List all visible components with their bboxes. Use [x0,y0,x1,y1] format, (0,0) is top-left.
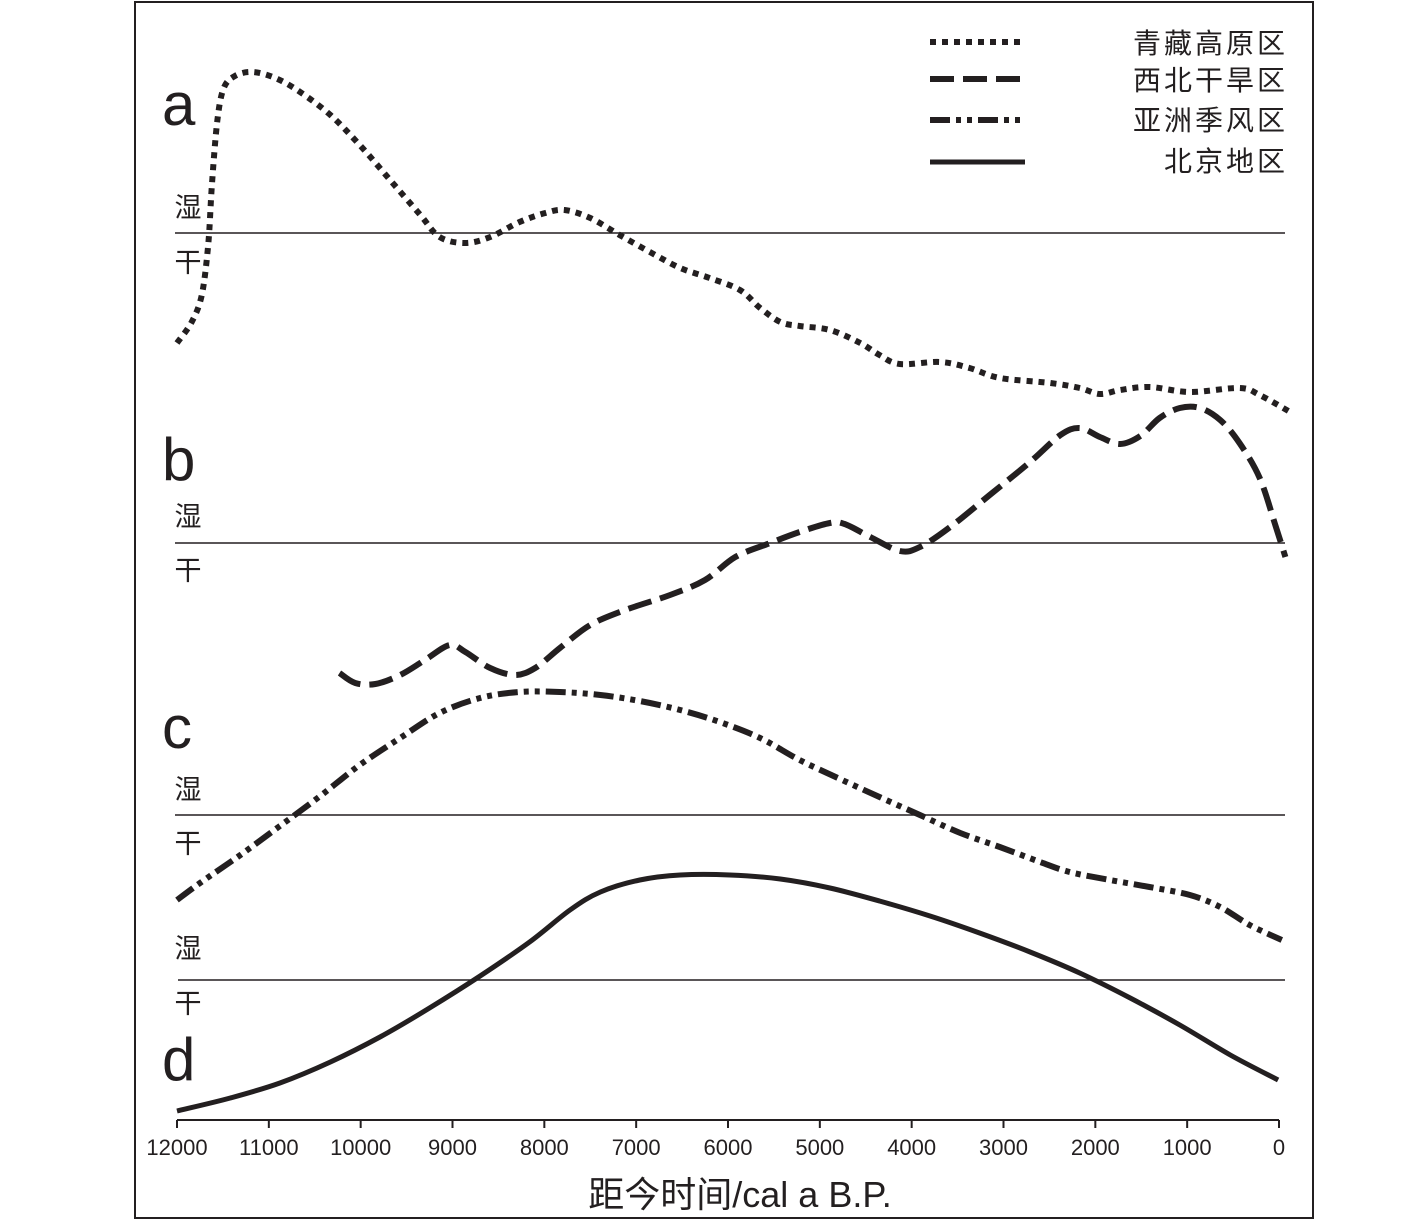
x-tick-label: 2000 [1071,1135,1120,1160]
x-tick-label: 0 [1273,1135,1285,1160]
x-tick-label: 5000 [795,1135,844,1160]
legend-label-b: 西北干旱区 [1133,64,1288,97]
x-tick-label: 10000 [330,1135,391,1160]
dry-label-c: 干 [175,829,202,860]
x-tick-label: 4000 [887,1135,936,1160]
chart-frame [134,1,1314,1219]
series-line-b [337,403,1289,688]
x-tick-label: 6000 [704,1135,753,1160]
wet-label-b: 湿 [175,502,202,533]
legend-label-d: 北京地区 [1164,145,1288,178]
x-axis-title: 距今时间/cal a B.P. [588,1174,891,1215]
x-tick-label: 9000 [428,1135,477,1160]
panel-label-a: a [162,71,196,138]
wet-label-a: 湿 [175,193,202,224]
x-tick-label: 3000 [979,1135,1028,1160]
x-tick-label: 8000 [520,1135,569,1160]
dry-label-d: 干 [175,989,202,1020]
panel-label-d: d [162,1026,195,1093]
wet-label-c: 湿 [175,775,202,806]
dry-label-b: 干 [175,556,202,587]
panel-label-b: b [162,426,195,493]
x-axis: 12000 11000 10000 9000 8000 7000 6000 5000 4000 3… [146,1119,1285,1160]
legend-label-a: 青藏高原区 [1133,27,1288,60]
wet-label-d: 湿 [175,934,202,965]
series-line-d [176,871,1280,1114]
x-tick-label: 12000 [146,1135,207,1160]
legend-item-d: 北京地区 [930,145,1288,178]
x-tick-label: 1000 [1163,1135,1212,1160]
series-line-a [174,68,1294,416]
legend-label-c: 亚洲季风区 [1133,104,1288,137]
x-tick-label: 7000 [612,1135,661,1160]
dry-label-a: 干 [175,248,202,279]
legend-item-b: 西北干旱区 [930,64,1288,97]
series-layer [174,68,1294,1114]
legend-item-a: 青藏高原区 [930,27,1288,60]
series-line-c [175,688,1284,943]
threshold-lines [175,232,1285,981]
x-tick-label: 11000 [239,1135,299,1160]
panel-label-c: c [162,694,192,761]
legend-item-c: 亚洲季风区 [930,104,1288,137]
